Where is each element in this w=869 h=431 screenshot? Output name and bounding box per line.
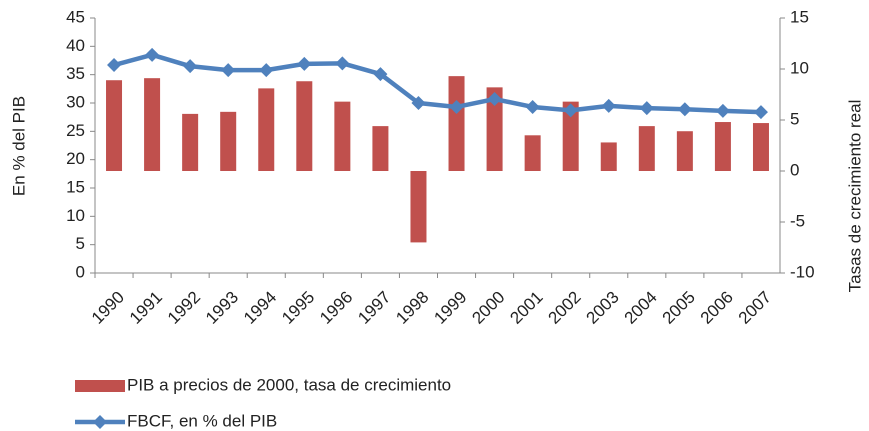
marker xyxy=(563,103,578,118)
x-tick-label: 2006 xyxy=(697,288,737,328)
marker xyxy=(449,99,464,114)
bar xyxy=(258,88,275,171)
bar xyxy=(448,76,465,171)
x-tick-label: 1999 xyxy=(430,288,470,328)
marker xyxy=(601,98,616,113)
marker xyxy=(297,56,312,71)
x-tick-label: 2005 xyxy=(659,288,699,328)
y2-tick-label: -5 xyxy=(790,211,805,230)
y-tick-label: 10 xyxy=(66,206,85,225)
x-tick-label: 2003 xyxy=(583,288,623,328)
bar xyxy=(372,126,389,171)
x-tick-label: 2002 xyxy=(545,288,585,328)
y-tick-label: 40 xyxy=(66,36,85,55)
x-tick-label: 1994 xyxy=(240,288,280,328)
marker xyxy=(715,103,730,118)
x-tick-label: 1990 xyxy=(88,288,128,328)
x-tick-label: 1992 xyxy=(164,288,204,328)
bar xyxy=(600,142,617,171)
bar xyxy=(334,101,351,171)
y-tick-label: 5 xyxy=(76,234,85,253)
y-axis-title: En % del PIB xyxy=(9,96,28,196)
bar xyxy=(106,80,123,171)
bar xyxy=(144,78,161,171)
y-tick-label: 0 xyxy=(76,262,85,281)
y-tick-label: 35 xyxy=(66,64,85,83)
legend-marker xyxy=(93,415,107,429)
marker xyxy=(145,47,160,62)
bar xyxy=(562,101,579,171)
bar xyxy=(486,87,503,171)
y2-tick-label: 10 xyxy=(790,58,809,77)
bar xyxy=(714,122,731,171)
marker xyxy=(373,67,388,82)
y2-tick-label: 5 xyxy=(790,109,799,128)
bar xyxy=(296,81,313,171)
line xyxy=(113,52,762,115)
x-tick-label: 2001 xyxy=(506,288,546,328)
marker xyxy=(183,59,198,74)
x-tick-label: 1997 xyxy=(354,288,394,328)
marker xyxy=(335,56,350,71)
y-tick-label: 25 xyxy=(66,121,85,140)
bar xyxy=(220,111,237,171)
legend-swatch xyxy=(75,380,125,392)
marker xyxy=(411,96,426,110)
marker xyxy=(221,63,236,78)
marker xyxy=(525,99,540,114)
bar xyxy=(182,113,199,171)
bar xyxy=(638,126,655,171)
y-tick-label: 15 xyxy=(66,177,85,196)
x-tick-label: 2007 xyxy=(735,288,775,328)
marker xyxy=(639,101,654,116)
bar xyxy=(524,135,541,171)
x-tick-label: 2004 xyxy=(621,288,661,328)
y2-tick-label: -10 xyxy=(790,262,815,281)
x-tick-label: 1998 xyxy=(392,288,432,328)
y2-tick-label: 0 xyxy=(790,160,799,179)
x-tick-label: 1991 xyxy=(126,288,166,328)
y-tick-label: 20 xyxy=(66,149,85,168)
marker xyxy=(753,105,768,120)
x-tick-label: 1993 xyxy=(202,288,242,328)
marker xyxy=(487,92,502,107)
y-tick-label: 45 xyxy=(66,7,85,26)
x-tick-label: 2000 xyxy=(468,288,508,328)
marker xyxy=(259,63,274,78)
marker xyxy=(107,58,122,73)
x-tick-label: 1996 xyxy=(316,288,356,328)
y2-axis-title: Tasas de crecimiento real xyxy=(845,100,864,293)
marker xyxy=(677,102,692,117)
legend-label: FBCF, en % del PIB xyxy=(127,411,277,430)
y-tick-label: 30 xyxy=(66,92,85,111)
bar xyxy=(676,131,693,171)
x-tick-label: 1995 xyxy=(278,288,318,328)
y2-tick-label: 15 xyxy=(790,7,809,26)
legend-label: PIB a precios de 2000, tasa de crecimien… xyxy=(127,375,451,394)
bar xyxy=(752,123,769,171)
bar xyxy=(410,171,427,243)
